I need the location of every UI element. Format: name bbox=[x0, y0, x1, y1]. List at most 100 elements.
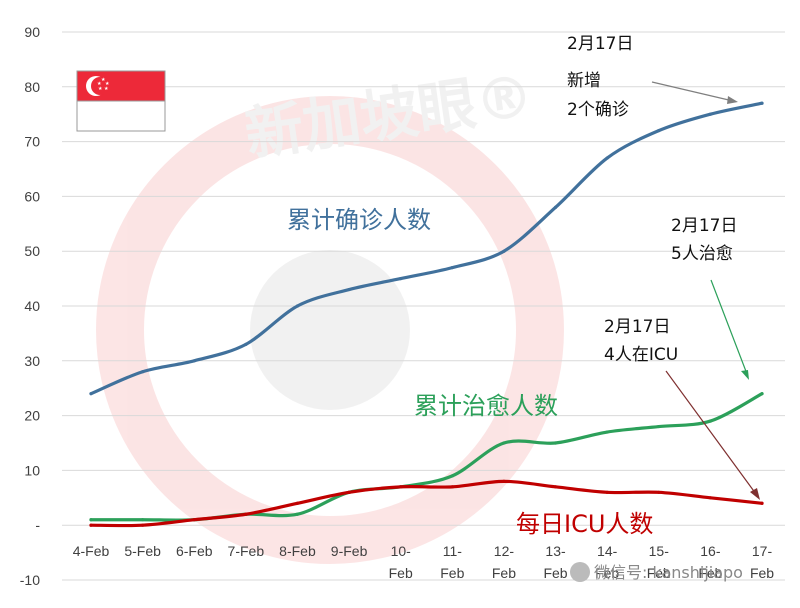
data-point bbox=[605, 430, 609, 434]
data-point bbox=[244, 342, 248, 346]
arrowhead-confirmed bbox=[727, 96, 738, 104]
x-tick-label: 12-Feb bbox=[492, 543, 516, 581]
series-confirmed-line bbox=[89, 101, 764, 396]
flag-stars: ★★★ ★★ bbox=[97, 77, 110, 92]
annotation-confirmed-line-3: 2个确诊 bbox=[567, 100, 629, 120]
data-point bbox=[657, 129, 661, 133]
annotation-recovered: 2月17日 5人治愈 bbox=[671, 216, 749, 380]
data-point bbox=[760, 101, 764, 105]
data-point bbox=[295, 304, 300, 308]
data-point bbox=[89, 523, 93, 527]
data-point bbox=[450, 485, 454, 489]
x-tick-label: 8-Feb bbox=[279, 543, 316, 559]
data-point bbox=[399, 277, 403, 281]
data-point bbox=[347, 287, 351, 292]
data-point bbox=[295, 501, 300, 505]
series-label-icu: 每日ICU人数 bbox=[516, 510, 653, 538]
y-tick-label: 60 bbox=[24, 188, 40, 204]
x-tick-label: 9-Feb bbox=[331, 543, 368, 559]
data-point bbox=[89, 392, 93, 396]
y-tick-label: 30 bbox=[24, 353, 40, 369]
data-point bbox=[502, 479, 506, 483]
y-tick-label: 70 bbox=[24, 134, 40, 150]
svg-text:★: ★ bbox=[97, 81, 102, 87]
data-point bbox=[708, 112, 712, 116]
x-tick-label: 15-Feb bbox=[647, 543, 671, 581]
x-tick-label: 7-Feb bbox=[228, 543, 265, 559]
y-tick-label: 20 bbox=[24, 408, 40, 424]
arrowhead-recovered bbox=[741, 370, 749, 380]
data-point bbox=[553, 485, 558, 489]
data-point bbox=[760, 501, 764, 505]
x-tick-label: 16-Feb bbox=[698, 543, 722, 581]
data-point bbox=[450, 266, 454, 270]
annotation-recovered-line-1: 2月17日 bbox=[671, 216, 737, 236]
data-point bbox=[502, 249, 506, 253]
footer-watermark: 微信号: kanshijiapo bbox=[570, 562, 743, 582]
svg-text:★: ★ bbox=[101, 77, 106, 83]
svg-text:★: ★ bbox=[104, 86, 109, 92]
data-point bbox=[708, 496, 712, 500]
series-lines bbox=[89, 101, 764, 528]
annotation-arrow-icu bbox=[665, 370, 757, 495]
annotation-confirmed: 2月17日 新增 2个确诊 bbox=[567, 34, 738, 120]
data-point bbox=[192, 518, 196, 522]
arrowhead-icu bbox=[750, 488, 760, 500]
series-icu-line bbox=[89, 479, 764, 528]
annotation-confirmed-line-2: 新增 bbox=[567, 71, 601, 91]
x-tick-label: 10-Feb bbox=[389, 543, 413, 581]
x-tick-label: 17-Feb bbox=[750, 543, 774, 581]
gridlines bbox=[62, 31, 785, 581]
data-point bbox=[450, 474, 454, 478]
wechat-icon bbox=[570, 562, 590, 582]
series-label-recovered: 累计治愈人数 bbox=[414, 392, 558, 420]
annotation-icu: 2月17日 4人在ICU bbox=[604, 317, 760, 500]
data-point bbox=[295, 512, 300, 516]
y-tick-label: 50 bbox=[24, 243, 40, 259]
series-label-confirmed: 累计确诊人数 bbox=[287, 206, 431, 234]
annotation-arrow-confirmed bbox=[651, 81, 734, 102]
footer-text: 微信号: kanshijiapo bbox=[594, 563, 743, 582]
data-point bbox=[657, 490, 661, 494]
data-point bbox=[399, 485, 403, 489]
data-point bbox=[708, 419, 712, 423]
svg-text:★: ★ bbox=[98, 86, 103, 92]
data-point bbox=[605, 156, 609, 160]
annotation-recovered-line-2: 5人治愈 bbox=[671, 244, 733, 264]
y-tick-label: 90 bbox=[24, 24, 40, 40]
watermark-logo: 新加坡眼® bbox=[96, 61, 564, 564]
data-point bbox=[141, 370, 145, 374]
x-tick-label: 4-Feb bbox=[73, 543, 110, 559]
data-point bbox=[553, 441, 558, 445]
y-tick-label: 80 bbox=[24, 79, 40, 95]
annotation-arrow-recovered bbox=[710, 279, 748, 375]
data-point bbox=[502, 441, 506, 445]
x-tick-label: 5-Feb bbox=[124, 543, 161, 559]
data-point bbox=[553, 205, 558, 209]
data-point bbox=[605, 490, 609, 494]
y-tick-label: 40 bbox=[24, 298, 40, 314]
annotation-icu-line-2: 4人在ICU bbox=[604, 345, 678, 365]
x-axis: 4-Feb 5-Feb 6-Feb 7-Feb 8-Feb 9-Feb 10-Feb 11-F… bbox=[73, 543, 775, 581]
annotation-confirmed-line-1: 2月17日 bbox=[567, 34, 633, 54]
data-point bbox=[347, 490, 351, 494]
annotation-icu-line-1: 2月17日 bbox=[604, 317, 670, 337]
data-point bbox=[760, 392, 764, 396]
x-tick-label: 14-Feb bbox=[595, 543, 619, 581]
data-point bbox=[141, 518, 145, 522]
y-tick-label: 10 bbox=[24, 462, 40, 478]
svg-text:★: ★ bbox=[105, 81, 110, 87]
data-point bbox=[89, 518, 93, 522]
data-point bbox=[141, 523, 145, 527]
x-tick-label: 13-Feb bbox=[543, 543, 567, 581]
singapore-flag: ★★★ ★★ bbox=[76, 70, 166, 132]
y-tick-label: - bbox=[35, 517, 40, 533]
x-tick-label: 11-Feb bbox=[440, 543, 464, 581]
y-tick-label: -10 bbox=[20, 572, 40, 588]
data-point bbox=[192, 359, 196, 363]
x-tick-label: 6-Feb bbox=[176, 543, 213, 559]
data-point bbox=[657, 424, 661, 429]
flag-white-band bbox=[76, 100, 166, 132]
